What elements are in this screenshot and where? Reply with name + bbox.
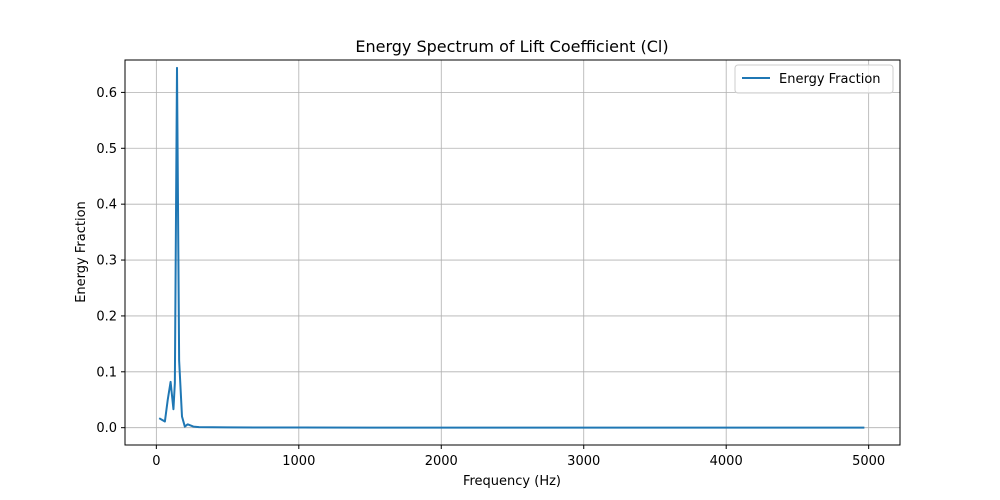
x-tick-label: 0 — [152, 454, 160, 469]
legend-box — [734, 64, 894, 94]
plot-area-frame — [124, 59, 901, 446]
y-tick-label: 0.5 — [96, 142, 117, 157]
y-tick-label: 0.4 — [96, 198, 117, 213]
series-layer — [158, 66, 865, 429]
x-tick-label: 5000 — [852, 454, 885, 469]
legend-label: Energy Fraction — [779, 72, 881, 87]
y-tick-label: 0.1 — [96, 365, 117, 380]
legend: Energy Fraction — [734, 64, 894, 94]
x-axis-label: Frequency (Hz) — [463, 474, 561, 489]
x-tick-label: 4000 — [710, 454, 743, 469]
series-line — [158, 66, 865, 429]
y-axis-ticks: 0.0 0.1 0.2 0.3 0.4 0.5 0.6 — [96, 86, 125, 436]
y-tick-label: 0.6 — [96, 86, 117, 101]
x-tick-label: 1000 — [282, 454, 315, 469]
y-axis-label: Energy Fraction — [74, 201, 89, 303]
x-tick-label: 2000 — [425, 454, 458, 469]
y-tick-label: 0.2 — [96, 309, 117, 324]
y-tick-label: 0.0 — [96, 421, 117, 436]
x-axis-ticks: 0 1000 2000 3000 4000 5000 — [152, 445, 885, 469]
y-tick-label: 0.3 — [96, 254, 117, 269]
chart-title: Energy Spectrum of Lift Coefficient (Cl) — [355, 37, 668, 56]
x-tick-label: 3000 — [567, 454, 600, 469]
